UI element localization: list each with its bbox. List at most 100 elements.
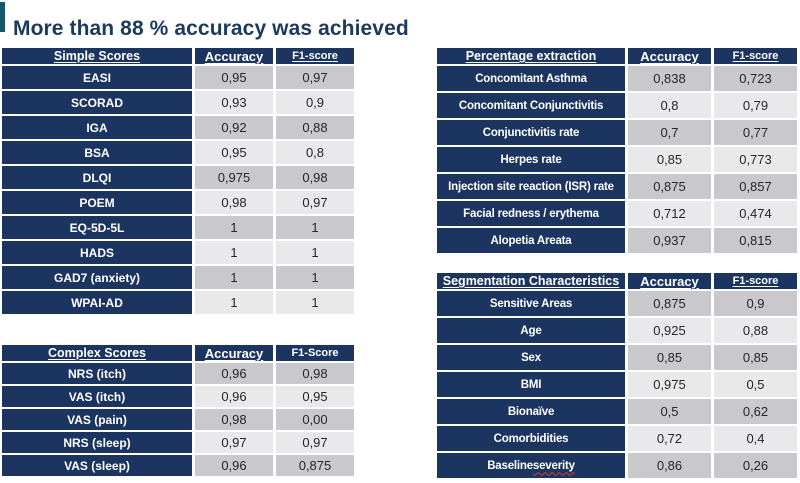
row-label: Herpes rate	[437, 147, 625, 172]
table-row: SCORAD 0,93 0,9	[2, 91, 354, 114]
accuracy-value: 0,95	[195, 141, 273, 164]
accuracy-value: 1	[195, 241, 273, 264]
accuracy-value: 0,5	[628, 399, 711, 424]
table-complex-scores: Complex Scores Accuracy F1-Score NRS (it…	[2, 345, 354, 478]
table-row: Sensitive Areas 0,875 0,9	[437, 291, 797, 316]
table-row: Concomitant Conjunctivitis 0,8 0,79	[437, 93, 797, 118]
accuracy-value: 0,925	[628, 318, 711, 343]
f1-value: 1	[276, 216, 354, 239]
table-row: Age 0,925 0,88	[437, 318, 797, 343]
row-label: Bionaïve	[437, 399, 625, 424]
accuracy-value: 0,96	[195, 386, 273, 407]
accuracy-value: 0,838	[628, 66, 711, 91]
row-label: VAS (sleep)	[2, 455, 192, 476]
table-row: Alopetia Areata 0,937 0,815	[437, 228, 797, 253]
accuracy-value: 0,937	[628, 228, 711, 253]
accuracy-column-header: Accuracy	[628, 273, 711, 289]
row-label: NRS (sleep)	[2, 432, 192, 453]
row-label: NRS (itch)	[2, 363, 192, 384]
accuracy-value: 0,8	[628, 93, 711, 118]
row-label: BSA	[2, 141, 192, 164]
table-row: DLQI 0,975 0,98	[2, 166, 354, 189]
table-row: Comorbidities 0,72 0,4	[437, 426, 797, 451]
table-row: HADS 1 1	[2, 241, 354, 264]
table-header-row: Percentage extraction Accuracy F1-score	[437, 48, 797, 64]
table-row: WPAI-AD 1 1	[2, 291, 354, 314]
accuracy-value: 0,98	[195, 191, 273, 214]
row-label: IGA	[2, 116, 192, 139]
f1-value: 0,97	[276, 432, 354, 453]
accuracy-value: 0,85	[628, 147, 711, 172]
f1-value: 1	[276, 291, 354, 314]
f1-value: 0,5	[714, 372, 797, 397]
row-label: Sensitive Areas	[437, 291, 625, 316]
table-row: NRS (sleep) 0,97 0,97	[2, 432, 354, 453]
table-name-header: Percentage extraction	[437, 48, 625, 64]
f1-value: 0,88	[276, 116, 354, 139]
f1-value: 0,9	[714, 291, 797, 316]
row-label: WPAI-AD	[2, 291, 192, 314]
table-row: Herpes rate 0,85 0,773	[437, 147, 797, 172]
accuracy-value: 0,93	[195, 91, 273, 114]
f1-value: 0,474	[714, 201, 797, 226]
f1-value: 0,88	[714, 318, 797, 343]
row-label: Facial redness / erythema	[437, 201, 625, 226]
accuracy-column-header: Accuracy	[628, 48, 711, 64]
f1-value: 0,98	[276, 166, 354, 189]
table-body: Concomitant Asthma 0,838 0,723 Concomitant …	[437, 66, 797, 253]
table-row: VAS (pain) 0,98 0,00	[2, 409, 354, 430]
accuracy-value: 0,975	[628, 372, 711, 397]
table-row: NRS (itch) 0,96 0,98	[2, 363, 354, 384]
table-row: BMI 0,975 0,5	[437, 372, 797, 397]
f1-value: 0,97	[276, 191, 354, 214]
row-label: Alopetia Areata	[437, 228, 625, 253]
row-label: GAD7 (anxiety)	[2, 266, 192, 289]
table-body: Sensitive Areas 0,875 0,9 Age 0,925 0,88 Sex 0,…	[437, 291, 797, 478]
f1-value: 1	[276, 266, 354, 289]
f1-value: 0,26	[714, 453, 797, 478]
f1-value: 0,9	[276, 91, 354, 114]
f1-column-header: F1-score	[714, 48, 797, 64]
table-header-row: Complex Scores Accuracy F1-Score	[2, 345, 354, 361]
table-body: EASI 0,95 0,97 SCORAD 0,93 0,9 IGA 0,92 0,88 BSA 0…	[2, 66, 354, 314]
table-row: GAD7 (anxiety) 1 1	[2, 266, 354, 289]
table-segmentation-characteristics: Segmentation Characteristics Accuracy F1…	[437, 273, 797, 480]
row-label: Comorbidities	[437, 426, 625, 451]
table-row: VAS (itch) 0,96 0,95	[2, 386, 354, 407]
f1-value: 0,857	[714, 174, 797, 199]
table-row: Baseline severity 0,86 0,26	[437, 453, 797, 478]
table-header-row: Simple Scores Accuracy F1-score	[2, 48, 354, 64]
accuracy-value: 0,72	[628, 426, 711, 451]
accuracy-value: 0,85	[628, 345, 711, 370]
row-label: Conjunctivitis rate	[437, 120, 625, 145]
f1-column-header: F1-Score	[276, 345, 354, 361]
row-label: DLQI	[2, 166, 192, 189]
table-row: Concomitant Asthma 0,838 0,723	[437, 66, 797, 91]
row-label: Age	[437, 318, 625, 343]
f1-value: 0,77	[714, 120, 797, 145]
row-label: HADS	[2, 241, 192, 264]
table-percentage-extraction: Percentage extraction Accuracy F1-score …	[437, 48, 797, 255]
f1-value: 0,98	[276, 363, 354, 384]
f1-value: 0,62	[714, 399, 797, 424]
row-label: Concomitant Conjunctivitis	[437, 93, 625, 118]
f1-value: 0,875	[276, 455, 354, 476]
f1-value: 0,815	[714, 228, 797, 253]
accuracy-value: 0,875	[628, 174, 711, 199]
accuracy-value: 0,98	[195, 409, 273, 430]
page-title: More than 88 % accuracy was achieved	[13, 17, 409, 41]
f1-value: 0,97	[276, 66, 354, 89]
table-row: IGA 0,92 0,88	[2, 116, 354, 139]
row-label: Sex	[437, 345, 625, 370]
f1-value: 0,85	[714, 345, 797, 370]
row-label: POEM	[2, 191, 192, 214]
table-name-header: Complex Scores	[2, 345, 192, 361]
f1-value: 0,4	[714, 426, 797, 451]
row-label: VAS (itch)	[2, 386, 192, 407]
row-label: SCORAD	[2, 91, 192, 114]
table-body: NRS (itch) 0,96 0,98 VAS (itch) 0,96 0,95 VAS …	[2, 363, 354, 476]
accuracy-value: 0,97	[195, 432, 273, 453]
table-row: EQ-5D-5L 1 1	[2, 216, 354, 239]
accuracy-value: 0,875	[628, 291, 711, 316]
table-header-row: Segmentation Characteristics Accuracy F1…	[437, 273, 797, 289]
